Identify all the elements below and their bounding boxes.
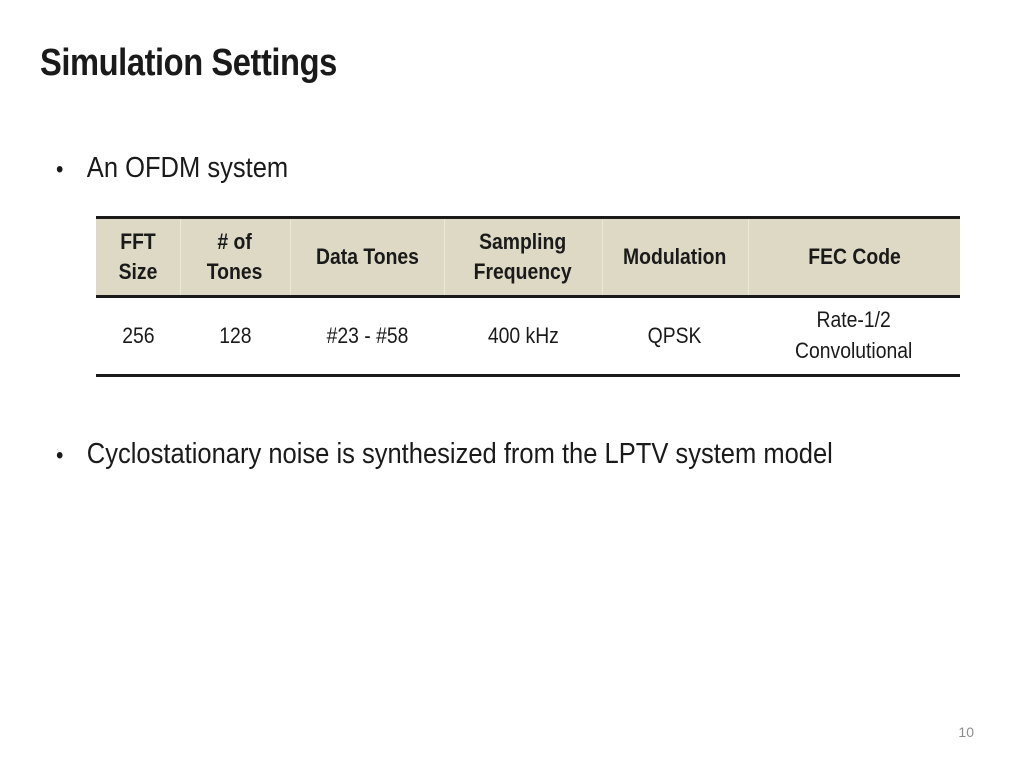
bullet-text: Cyclostationary noise is synthesized fro… — [86, 438, 833, 470]
column-header-modulation: Modulation — [602, 217, 749, 297]
column-header-data-tones: Data Tones — [290, 217, 445, 297]
table-header-row: FFT Size # of Tones Data Tones Sampling … — [96, 217, 960, 297]
cell-fft-size: 256 — [121, 322, 155, 348]
cell-modulation: QPSK — [648, 322, 702, 348]
cell-sampling-frequency: 400 kHz — [487, 322, 559, 348]
bullet-dot: • — [56, 442, 64, 469]
simulation-settings-table: FFT Size # of Tones Data Tones Sampling … — [96, 216, 960, 377]
cell-num-tones: 128 — [218, 322, 252, 348]
bullet-text: An OFDM system — [86, 152, 289, 184]
slide-title: Simulation Settings — [40, 42, 337, 84]
page-number: 10 — [958, 724, 974, 740]
column-header-fec-code: FEC Code — [748, 217, 960, 297]
bullet-dot: • — [56, 156, 64, 183]
table-row: 256 128 #23 - #58 400 kHz QPSK Rate-1/2 … — [96, 297, 960, 376]
column-header-fft-size: FFT Size — [96, 217, 181, 297]
bullet-item: • An OFDM system — [56, 152, 288, 185]
column-header-num-tones: # of Tones — [180, 217, 291, 297]
cell-data-tones: #23 - #58 — [326, 322, 408, 348]
cell-fec-code: Rate-1/2 Convolutional — [795, 307, 913, 363]
bullet-item: • Cyclostationary noise is synthesized f… — [56, 438, 833, 471]
column-header-sampling-frequency: Sampling Frequency — [444, 217, 603, 297]
